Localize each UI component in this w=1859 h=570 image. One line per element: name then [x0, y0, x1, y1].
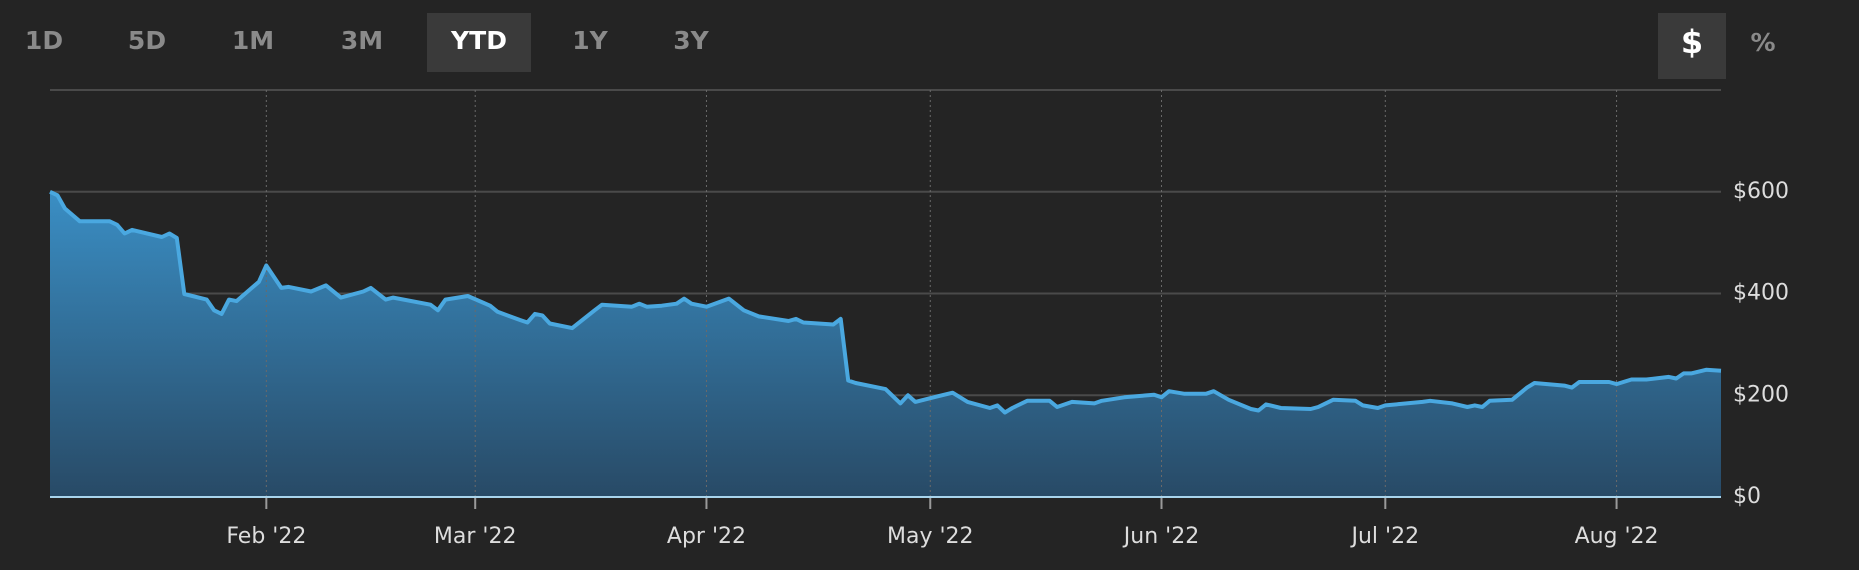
- range-button[interactable]: 1Y: [572, 26, 608, 55]
- area: [50, 191, 1721, 498]
- active-button-bg: [1658, 13, 1726, 79]
- range-button[interactable]: 3Y: [673, 26, 709, 55]
- y-tick-label: $400: [1733, 281, 1789, 306]
- x-tick-label: Jul '22: [1350, 524, 1420, 549]
- unit-button[interactable]: $: [1681, 23, 1703, 61]
- range-button[interactable]: 1M: [232, 26, 274, 55]
- x-tick-label: Jun '22: [1122, 524, 1199, 549]
- y-tick-label: $0: [1733, 484, 1761, 509]
- x-tick-label: Mar '22: [434, 524, 517, 549]
- active-button-bg: [427, 13, 531, 72]
- x-tick-label: May '22: [887, 524, 974, 549]
- range-button[interactable]: 5D: [128, 26, 166, 55]
- line: [49, 189, 1722, 415]
- x-tick-label: Feb '22: [226, 524, 306, 549]
- range-button[interactable]: 3M: [341, 26, 383, 55]
- y-tick-label: $200: [1733, 382, 1789, 407]
- range-button[interactable]: 1D: [25, 26, 63, 55]
- x-tick-label: Aug '22: [1575, 524, 1659, 549]
- range-button[interactable]: YTD: [450, 26, 507, 55]
- y-tick-label: $600: [1733, 179, 1789, 204]
- x-tick-label: Apr '22: [667, 524, 746, 549]
- unit-button[interactable]: %: [1750, 28, 1775, 57]
